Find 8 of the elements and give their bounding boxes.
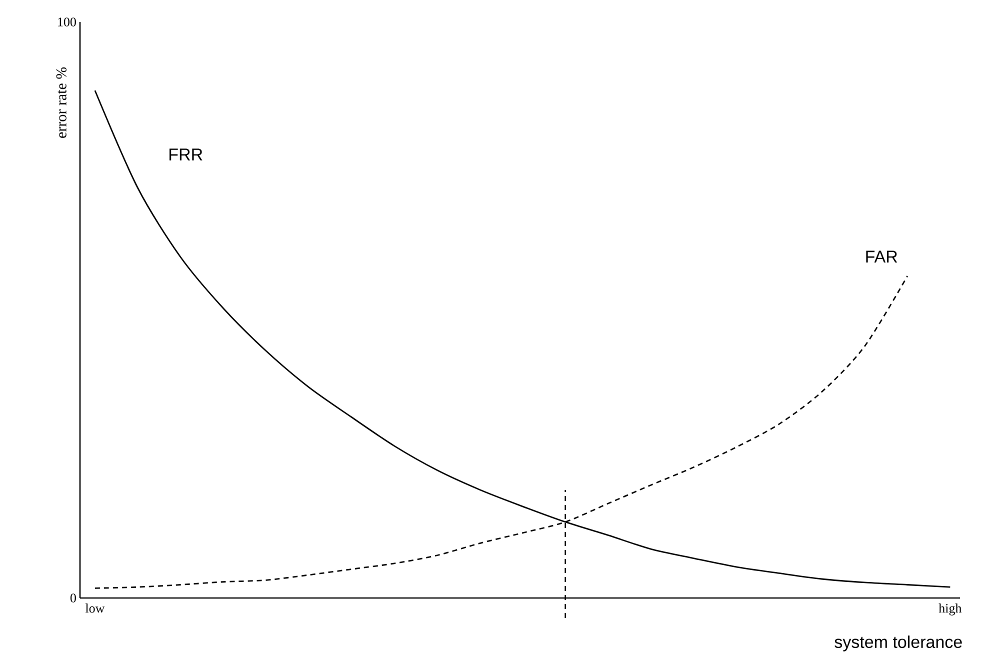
x-tick-label: high bbox=[938, 604, 962, 616]
y-tick-label: 0 bbox=[70, 594, 76, 602]
y-axis-title: error rate % bbox=[56, 67, 66, 138]
x-axis-title: system tolerance bbox=[834, 636, 962, 652]
y-tick-label: 100 bbox=[58, 18, 76, 26]
text: FRR bbox=[170, 148, 202, 160]
series-label: FAR bbox=[866, 250, 898, 262]
x-tick-label: low bbox=[85, 604, 105, 613]
